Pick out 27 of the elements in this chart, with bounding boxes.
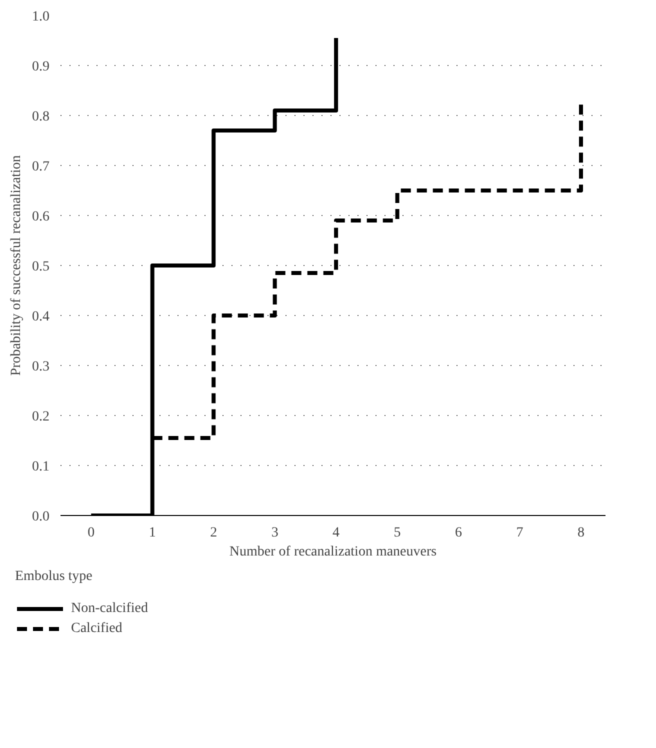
y-tick-label: 0.0 (32, 510, 50, 524)
x-tick-label: 7 (516, 526, 524, 540)
x-tick-label: 4 (332, 526, 340, 540)
x-tick-label: 3 (271, 526, 278, 540)
y-tick-label: 0.8 (32, 110, 50, 124)
y-tick-label: 0.5 (32, 260, 50, 274)
legend-label: Non-calcified (71, 600, 148, 618)
legend-label: Calcified (71, 620, 122, 638)
legend-item: Calcified (15, 619, 148, 639)
y-tick-label: 0.6 (32, 210, 50, 224)
x-tick-label: 5 (394, 526, 401, 540)
x-tick-label: 2 (210, 526, 218, 540)
legend-title: Embolus type (15, 568, 94, 586)
y-tick-label: 0.9 (32, 60, 50, 74)
x-tick-label: 1 (148, 526, 156, 540)
y-tick-label: 0.1 (32, 460, 50, 474)
y-axis-title: Probability of successful recanalization (9, 155, 24, 376)
x-tick-label: 0 (88, 526, 95, 540)
y-tick-label: 0.3 (32, 360, 50, 374)
y-tick-label: 0.4 (32, 310, 50, 324)
y-tick-label: 1.0 (32, 10, 50, 24)
x-axis-title: Number of recanalization maneuvers (229, 544, 437, 560)
legend-item: Non-calcified (15, 599, 148, 619)
y-tick-label: 0.7 (32, 160, 50, 174)
x-tick-label: 8 (578, 526, 585, 540)
y-tick-label: 0.2 (32, 410, 50, 424)
x-tick-label: 6 (455, 526, 462, 540)
